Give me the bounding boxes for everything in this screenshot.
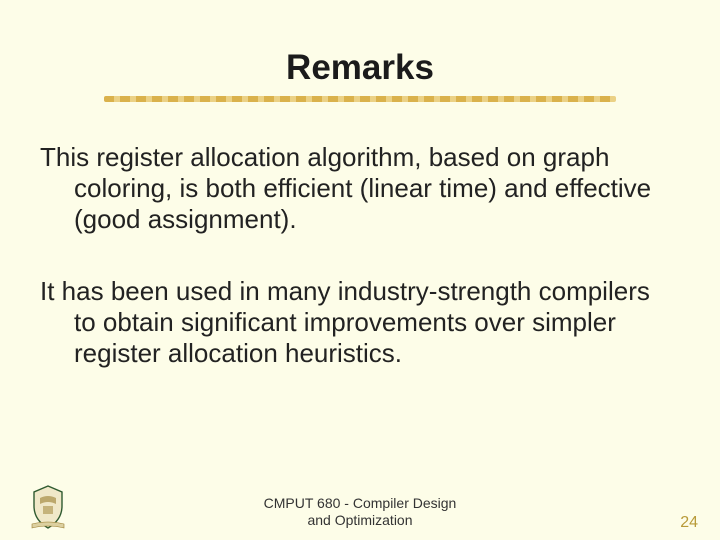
paragraph-1-text: This register allocation algorithm, base… [40,142,672,236]
paragraph-1: This register allocation algorithm, base… [40,142,672,236]
paragraph-2: It has been used in many industry-streng… [40,276,672,370]
slide-footer: CMPUT 680 - Compiler Design and Optimiza… [0,495,720,531]
slide-title: Remarks [0,0,720,88]
title-underline [104,96,616,102]
page-number: 24 [680,514,698,532]
slide-body: This register allocation algorithm, base… [0,102,720,369]
paragraph-2-text: It has been used in many industry-streng… [40,276,672,370]
footer-line-2: and Optimization [307,512,412,528]
footer-line-1: CMPUT 680 - Compiler Design [264,495,457,511]
